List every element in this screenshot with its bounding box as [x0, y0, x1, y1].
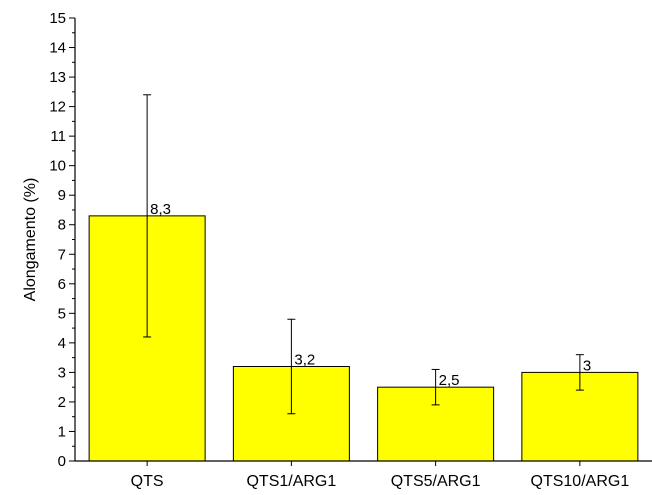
bars — [88, 215, 639, 462]
y-tick-label: 15 — [49, 10, 66, 27]
data-labels: 8,3 3,2 2,5 3 — [150, 201, 591, 389]
y-tick-label: 14 — [49, 40, 66, 57]
y-tick-label: 0 — [58, 453, 66, 470]
data-label: 3 — [583, 357, 591, 374]
x-axis: QTS QTS1/ARG1 QTS5/ARG1 QTS10/ARG1 — [75, 460, 652, 490]
error-bars — [143, 94, 584, 415]
y-tick-label: 10 — [49, 158, 66, 175]
y-tick-label: 3 — [58, 364, 66, 381]
y-tick-label: 12 — [49, 99, 66, 116]
y-axis-title: Alongamento (%) — [22, 178, 39, 302]
data-label: 2,5 — [439, 372, 460, 389]
y-tick-label: 7 — [58, 246, 66, 263]
y-tick-label: 2 — [58, 394, 66, 411]
x-tick-label: QTS5/ARG1 — [391, 473, 481, 490]
y-tick-label: 4 — [58, 335, 66, 352]
data-label: 8,3 — [150, 201, 171, 218]
y-tick-label: 9 — [58, 187, 66, 204]
x-tick-label: QTS — [131, 473, 164, 490]
y-tick-label: 1 — [58, 423, 66, 440]
y-tick-label: 8 — [58, 217, 66, 234]
x-tick-label: QTS10/ARG1 — [531, 473, 630, 490]
y-tick-label: 5 — [58, 305, 66, 322]
y-tick-label: 13 — [49, 69, 66, 86]
y-tick-label: 6 — [58, 276, 66, 293]
data-label: 3,2 — [294, 351, 315, 368]
y-tick-label: 11 — [50, 128, 66, 145]
x-tick-label: QTS1/ARG1 — [246, 473, 336, 490]
